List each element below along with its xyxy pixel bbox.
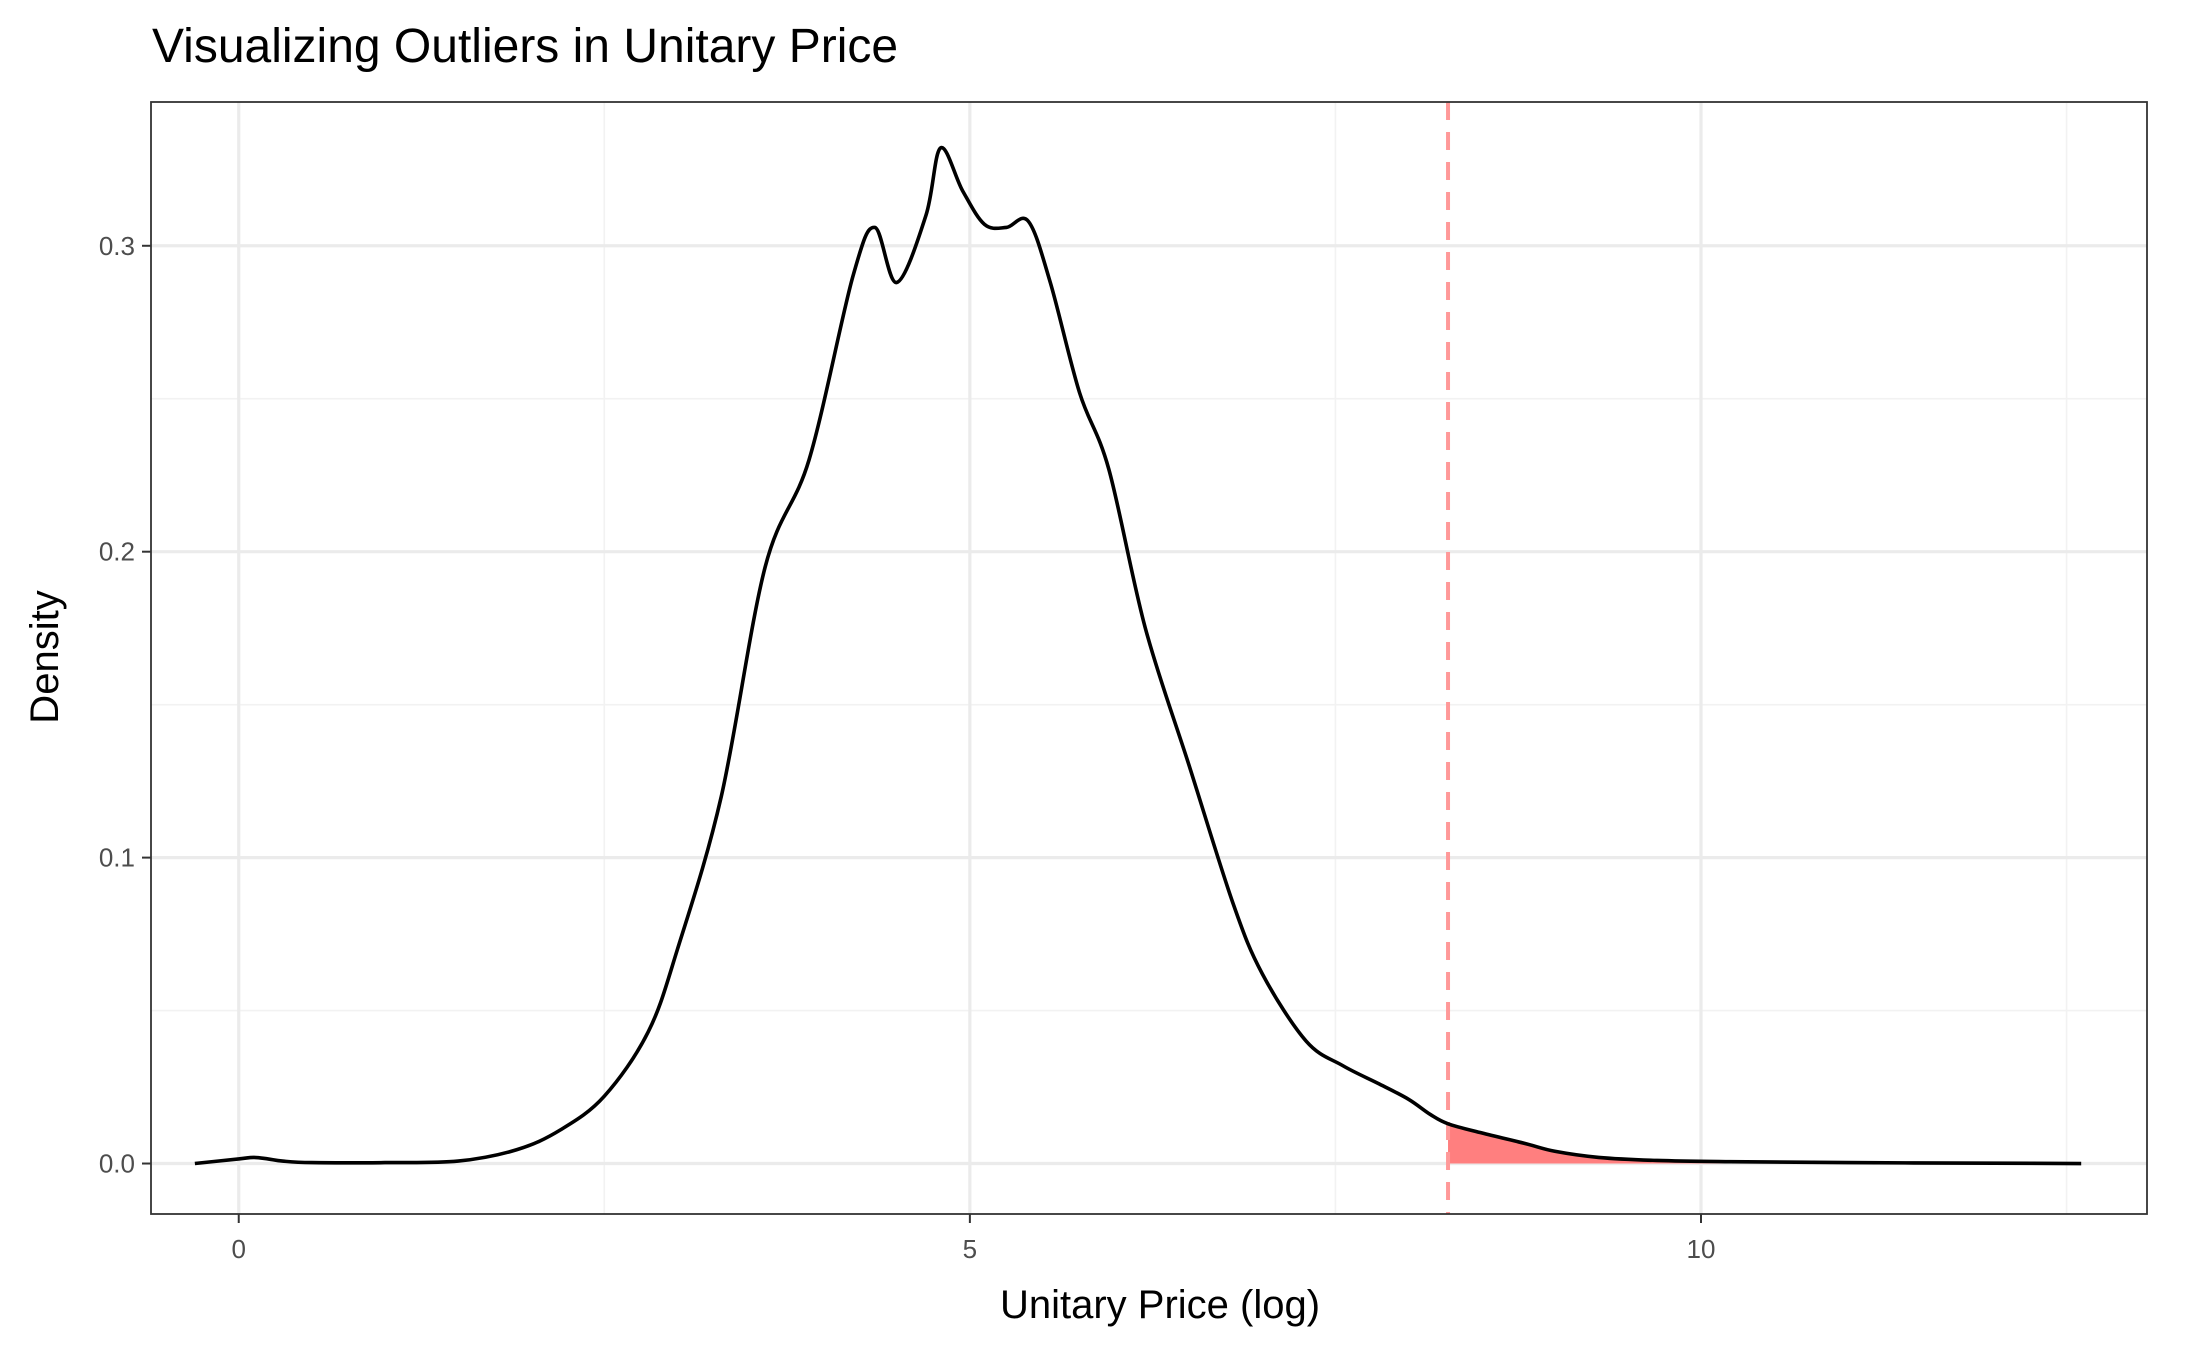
panel-border [150,101,2148,1215]
x-axis-title: Unitary Price (log) [1000,1283,1320,1327]
y-axis-title: Density [23,590,67,723]
outlier-region [1448,1123,2082,1164]
x-tick-label: 0 [232,1234,246,1264]
y-axis: 0.0 0.1 0.2 0.3 [99,231,151,1179]
x-axis: 0 5 10 [232,1214,1716,1264]
y-tick-label: 0.1 [99,843,135,873]
y-tick-label: 0.3 [99,231,135,261]
grid-lines [151,102,2147,1214]
y-tick-label: 0.0 [99,1149,135,1179]
x-tick-label: 5 [963,1234,977,1264]
y-tick-label: 0.2 [99,537,135,567]
chart-title: Visualizing Outliers in Unitary Price [152,20,898,73]
x-tick-label: 10 [1687,1234,1716,1264]
density-curve [194,146,2082,1166]
